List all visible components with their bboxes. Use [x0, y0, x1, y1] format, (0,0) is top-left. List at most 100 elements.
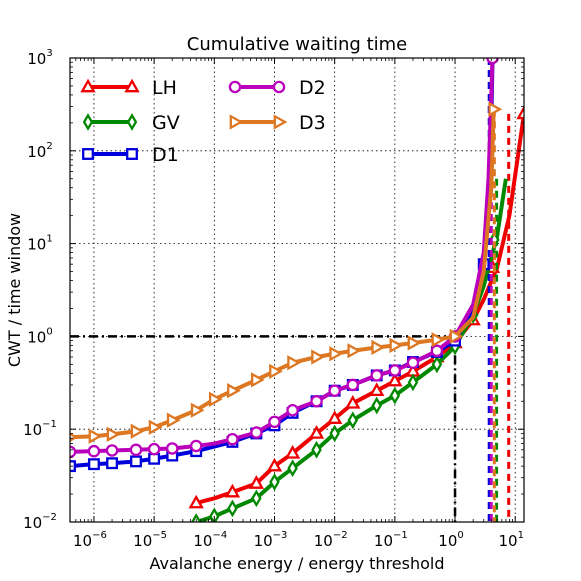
legend-label: LH	[152, 77, 177, 99]
data-point	[268, 415, 281, 429]
data-point	[88, 428, 103, 444]
data-point	[130, 455, 142, 468]
y-tick-label: 101	[27, 234, 52, 254]
data-point	[516, 105, 524, 120]
data-point	[389, 386, 401, 405]
data-point	[190, 402, 205, 418]
data-point	[106, 426, 121, 443]
legend-label: D2	[299, 77, 326, 99]
series-group	[70, 58, 524, 522]
legend: LH GV D1 D2 D3	[80, 77, 326, 166]
legend-label: D1	[152, 144, 179, 166]
legend-item-d2: D2	[228, 77, 326, 99]
x-tick-label: 10−1	[374, 530, 408, 550]
data-point	[388, 364, 402, 377]
data-point	[129, 443, 143, 457]
data-point	[287, 459, 298, 478]
data-point	[224, 483, 241, 498]
data-point	[248, 475, 265, 489]
data-point	[407, 373, 419, 392]
axis-ticks: 10−6 10−5 10−4 10−3 10−2 10−1 100 101 10−2 10−1 10…	[23, 48, 524, 550]
data-point	[105, 444, 119, 457]
data-point	[148, 452, 161, 465]
x-tick-label: 101	[498, 530, 523, 550]
legend-marker-left	[82, 148, 94, 160]
data-point	[165, 442, 179, 455]
legend-marker-right	[126, 113, 138, 131]
data-point	[371, 339, 386, 356]
x-axis-label: Avalanche energy / energy threshold	[149, 554, 444, 573]
data-point	[370, 369, 383, 382]
data-point	[147, 442, 161, 456]
x-tick-label: 10−2	[314, 530, 348, 550]
data-point	[284, 444, 301, 459]
legend-label: GV	[152, 112, 180, 134]
data-point	[327, 410, 343, 424]
data-point	[130, 423, 145, 439]
chart-title: Cumulative waiting time	[187, 34, 408, 55]
data-point	[308, 425, 325, 439]
data-point	[87, 444, 101, 458]
data-point	[488, 101, 503, 117]
data-point	[329, 424, 340, 443]
x-tick-label: 10−3	[254, 530, 288, 550]
data-point	[311, 440, 322, 459]
legend-item-d1: D1	[82, 144, 179, 166]
data-point	[87, 458, 100, 471]
data-point	[227, 499, 238, 518]
data-point	[189, 439, 203, 453]
data-point	[269, 363, 283, 380]
y-tick-label: 100	[27, 326, 52, 346]
legend-marker-left	[80, 78, 96, 93]
data-point	[266, 457, 283, 472]
y-tick-label: 10−2	[23, 512, 57, 532]
data-point	[106, 457, 119, 470]
data-point	[251, 372, 265, 388]
legend-item-d3: D3	[229, 112, 326, 134]
data-point	[227, 383, 241, 399]
data-point	[431, 332, 446, 348]
data-point	[208, 391, 223, 407]
data-point	[328, 384, 341, 397]
y-tick-label: 10−1	[23, 419, 57, 439]
y-tick-label: 102	[27, 141, 52, 161]
x-tick-label: 10−4	[193, 530, 227, 550]
data-point	[188, 494, 204, 509]
legend-label: D3	[299, 112, 326, 134]
data-point	[407, 335, 422, 351]
data-point	[347, 343, 362, 359]
plot-frame	[69, 57, 525, 523]
x-tick-label: 100	[438, 530, 463, 550]
reference-lines	[70, 335, 457, 522]
data-point	[389, 337, 404, 354]
data-point	[226, 432, 239, 446]
legend-marker-right	[272, 80, 286, 94]
data-point	[345, 394, 361, 409]
legend-marker-right	[273, 114, 288, 130]
data-point	[190, 513, 202, 522]
data-point	[371, 396, 382, 415]
data-point	[346, 378, 360, 392]
legend-marker-left	[82, 113, 94, 131]
data-point	[251, 489, 262, 508]
data-point	[166, 412, 181, 428]
data-point	[329, 346, 344, 362]
data-point	[148, 419, 163, 435]
series-d3	[70, 101, 503, 522]
data-point	[269, 473, 280, 491]
data-point	[347, 411, 359, 430]
legend-marker-right	[126, 148, 138, 160]
data-point	[310, 395, 323, 408]
legend-item-lh: LH	[80, 77, 177, 99]
data-point	[287, 355, 301, 371]
y-axis-label: CWT / time window	[5, 213, 24, 367]
x-tick-label: 10−6	[73, 530, 107, 550]
data-point	[286, 404, 299, 417]
data-point	[311, 349, 325, 365]
data-point	[369, 382, 385, 397]
data-point	[387, 372, 403, 387]
data-point	[250, 426, 263, 439]
legend-marker-right	[124, 78, 140, 93]
data-point	[406, 356, 420, 370]
